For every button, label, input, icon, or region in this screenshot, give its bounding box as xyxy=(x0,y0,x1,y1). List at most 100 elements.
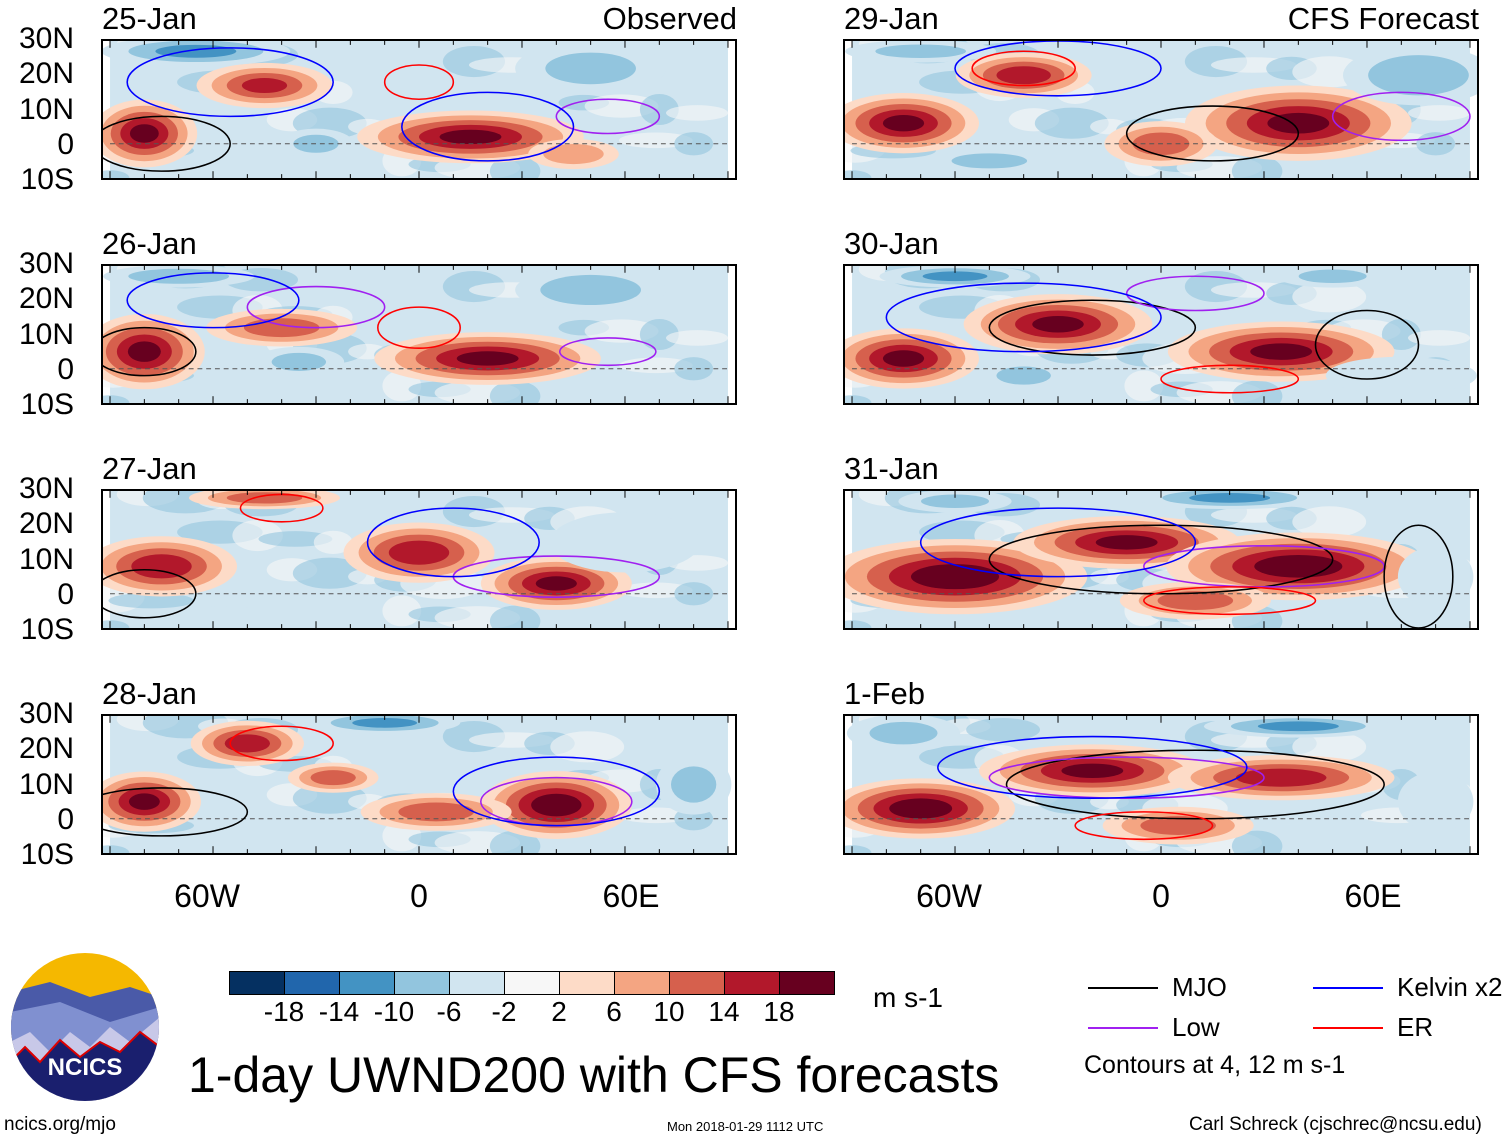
anomaly-contour-fill xyxy=(456,351,519,366)
colorbar-swatch xyxy=(560,972,615,994)
kelvin-contour xyxy=(937,735,1248,799)
legend-low: Low xyxy=(1088,1012,1220,1043)
background-field xyxy=(1292,281,1367,313)
panel-date: 25-Jan xyxy=(102,1,197,36)
lon-tick-label: 60W xyxy=(174,878,240,914)
lat-tick-label: 30N xyxy=(18,22,74,55)
anomaly-contour-fill xyxy=(910,564,1000,590)
colorbar-tick-label: 10 xyxy=(653,996,685,1027)
anomaly-contour-fill xyxy=(951,153,1028,169)
mjo-contour xyxy=(103,326,197,377)
legend-label: ER xyxy=(1397,1012,1434,1042)
legend-er: ER xyxy=(1313,1012,1433,1043)
background-field xyxy=(382,595,422,627)
map-panel-1-Feb xyxy=(843,714,1479,855)
anomaly-contour-fill xyxy=(226,492,303,504)
background-field xyxy=(1416,132,1456,156)
anomaly-contour-fill xyxy=(882,350,925,367)
background-field xyxy=(966,718,1040,742)
colorbar-tick-label: -14 xyxy=(318,996,360,1027)
anomaly-contour-fill xyxy=(1157,591,1234,611)
low-contour xyxy=(1331,91,1471,142)
background-field xyxy=(313,530,353,555)
anomaly-contour-fill xyxy=(352,718,418,728)
low-contour xyxy=(1125,275,1265,312)
anomaly-contour-fill xyxy=(1235,768,1327,787)
kelvin-contour xyxy=(954,41,1162,97)
mjo-contour xyxy=(103,115,231,172)
colorbar-swatch xyxy=(780,972,834,994)
background-field xyxy=(1231,155,1283,178)
lon-tick-label: 60E xyxy=(1344,878,1402,914)
background-field xyxy=(639,93,679,126)
anomaly-contour-fill xyxy=(398,802,474,822)
background-field xyxy=(1407,105,1471,121)
kelvin-contour xyxy=(919,507,1197,578)
colorbar-swatch xyxy=(450,972,505,994)
lat-tick-label: 0 xyxy=(57,127,74,161)
lat-tick-label: 0 xyxy=(57,352,74,386)
lat-tick-label: 10N xyxy=(18,92,74,126)
map-panel-28-Jan xyxy=(101,714,737,855)
colorbar-swatch xyxy=(505,972,560,994)
kelvin-contour xyxy=(366,507,540,578)
mjo-contour xyxy=(1383,524,1454,628)
colorbar-swatch xyxy=(230,972,285,994)
lat-tick-label: 10S xyxy=(20,838,74,871)
anomaly-contour-fill xyxy=(388,540,450,565)
background-field xyxy=(1231,830,1283,853)
mjo-contour xyxy=(1005,749,1385,820)
anomaly-contour-fill xyxy=(1397,771,1474,832)
legend-label: MJO xyxy=(1172,972,1227,1002)
panel-date: 1-Feb xyxy=(844,676,925,711)
map-panel-27-Jan xyxy=(101,489,737,630)
anomaly-contour-fill xyxy=(996,66,1051,85)
colorbar-units: m s-1 xyxy=(873,982,943,1013)
footer-url[interactable]: ncics.org/mjo xyxy=(4,1114,116,1135)
panel-date: 31-Jan xyxy=(844,451,939,486)
lat-tick-label: 20N xyxy=(18,507,74,541)
background-field xyxy=(292,557,367,589)
lon-tick-label: 60W xyxy=(916,878,982,914)
anomaly-contour-fill xyxy=(271,352,327,371)
low-line-swatch xyxy=(1088,1026,1158,1029)
anomaly-contour-fill xyxy=(1250,343,1313,360)
panel-date: 28-Jan xyxy=(102,676,197,711)
anomaly-contour-fill xyxy=(1189,493,1271,503)
panel-date: 29-Jan xyxy=(844,1,939,36)
lat-tick-label: 30N xyxy=(18,247,74,280)
anomaly-contour-fill xyxy=(996,366,1051,385)
er-contour xyxy=(1074,811,1214,841)
lat-tick-label: 30N xyxy=(18,697,74,730)
lat-tick-label: 0 xyxy=(57,577,74,611)
lat-tick-label: 10S xyxy=(20,388,74,421)
anomaly-contour-fill xyxy=(535,576,577,591)
mjo-contour xyxy=(103,787,249,837)
anomaly-contour-fill xyxy=(549,512,701,573)
anomaly-contour-fill xyxy=(310,770,356,786)
legend-label: Kelvin x2 xyxy=(1397,972,1503,1002)
er-line-swatch xyxy=(1313,1026,1383,1029)
colorbar-swatch xyxy=(725,972,780,994)
er-contour xyxy=(1143,586,1317,616)
background-field xyxy=(674,357,714,381)
colorbar-swatch xyxy=(395,972,450,994)
figure-title: 1-day UWND200 with CFS forecasts xyxy=(188,1047,1000,1103)
kelvin-contour xyxy=(126,272,300,329)
anomaly-contour-fill xyxy=(531,793,582,817)
mjo-line-swatch xyxy=(1088,986,1158,989)
footer-timestamp: Mon 2018-01-29 1112 UTC xyxy=(667,1119,824,1134)
kelvin-contour xyxy=(401,91,575,162)
column-title: CFS Forecast xyxy=(1287,1,1479,36)
mjo-contour xyxy=(1314,309,1420,380)
background-field xyxy=(665,330,729,346)
lat-tick-label: 10N xyxy=(18,542,74,576)
lat-tick-label: 10S xyxy=(20,613,74,646)
background-field xyxy=(489,380,541,403)
panel-date: 30-Jan xyxy=(844,226,939,261)
kelvin-contour xyxy=(126,47,334,118)
background-field xyxy=(665,105,729,121)
colorbar-swatch xyxy=(615,972,670,994)
anomaly-contour-fill xyxy=(1368,55,1469,96)
er-contour xyxy=(229,725,334,762)
